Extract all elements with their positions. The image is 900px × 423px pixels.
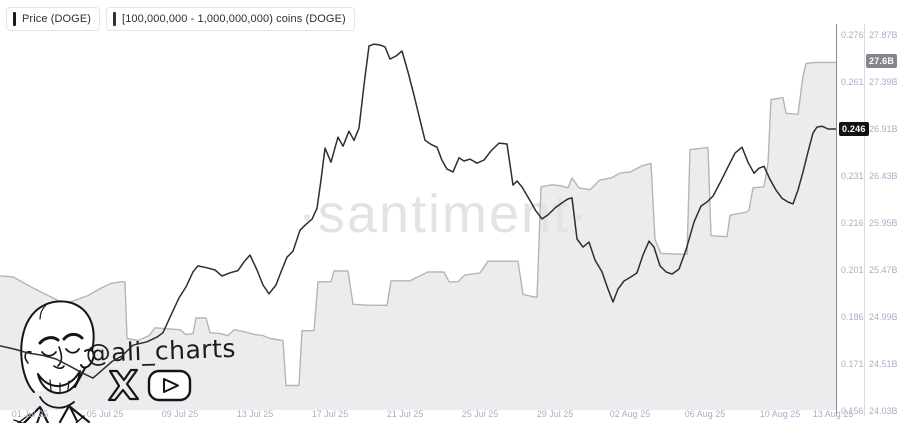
watermark-text: ·santiment· (298, 184, 590, 244)
price-tick-label: 0.201 (841, 265, 864, 275)
coins-tick-label: 27.39B (869, 77, 898, 87)
price-tick-label: 0.186 (841, 312, 864, 322)
price-line (0, 43, 837, 379)
price-tick-label: 0.231 (841, 171, 864, 181)
date-tick-label: 25 Jul 25 (461, 409, 499, 419)
coins-tick-label: 26.43B (869, 171, 898, 181)
coins-axis-line (864, 24, 865, 416)
coins-tick-label: 24.99B (869, 312, 898, 322)
legend-chip-price[interactable]: Price (DOGE) (6, 7, 101, 31)
legend-chip-coins[interactable]: [100,000,000 - 1,000,000,000) coins (DOG… (106, 7, 355, 31)
coins-area (0, 62, 836, 411)
ali-avatar-sketch (13, 300, 95, 423)
date-tick-label: 13 Jul 25 (236, 409, 274, 419)
youtube-logo-icon (147, 369, 192, 402)
coins-tick-label: 26.91B (869, 124, 898, 134)
price-tick-label: 0.261 (841, 77, 864, 87)
price-tick-label: 0.156 (841, 406, 864, 416)
coins-tick-label: 27.87B (869, 30, 898, 40)
x-logo-icon (107, 368, 140, 402)
date-tick-label: 01 Jul 25 (11, 409, 49, 419)
price-tick-label: 0.171 (841, 359, 864, 369)
coins-tick-label: 25.47B (869, 265, 898, 275)
legend: Price (DOGE) [100,000,000 - 1,000,000,000… (6, 7, 355, 31)
date-tick-label: 05 Jul 25 (86, 409, 124, 419)
date-tick-label: 13 Aug 25 (812, 409, 854, 419)
date-tick-label: 02 Aug 25 (609, 409, 651, 419)
price-tick-label: 0.276 (841, 30, 864, 40)
legend-label: Price (DOGE) (22, 13, 92, 25)
date-tick-label: 06 Aug 25 (684, 409, 726, 419)
coins-line (0, 61, 837, 387)
handle-text: @ali_charts (85, 334, 236, 368)
date-tick-label: 10 Aug 25 (759, 409, 801, 419)
coins-current-badge: 27.6B (866, 54, 898, 69)
price-current-badge: 0.246 (839, 122, 869, 136)
coins-tick-label: 24.51B (869, 359, 898, 369)
date-tick-label: 17 Jul 25 (311, 409, 349, 419)
legend-color-bar (113, 12, 117, 26)
legend-color-bar (13, 12, 16, 26)
price-axis-line (836, 24, 837, 416)
price-tick-label: 0.216 (841, 218, 864, 228)
legend-label: [100,000,000 - 1,000,000,000) coins (DOG… (122, 13, 346, 25)
date-tick-label: 29 Jul 25 (536, 409, 574, 419)
coins-tick-label: 25.95B (869, 218, 898, 228)
coins-tick-label: 24.03B (869, 406, 898, 416)
date-tick-label: 21 Jul 25 (386, 409, 424, 419)
date-tick-label: 09 Jul 25 (161, 409, 199, 419)
